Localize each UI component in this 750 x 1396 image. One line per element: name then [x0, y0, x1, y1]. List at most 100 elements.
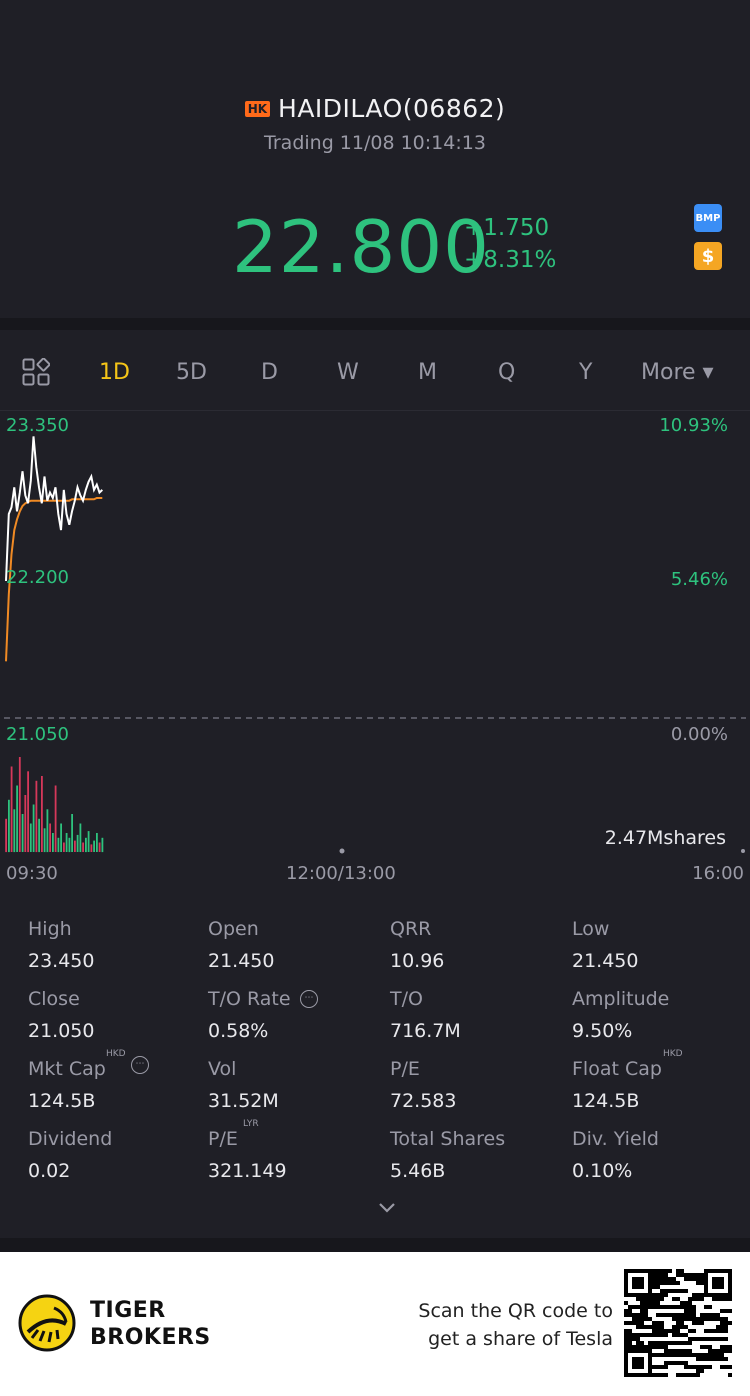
volume-bar — [71, 814, 73, 852]
stat-label-total-shares: Total Shares — [390, 1128, 506, 1150]
tab-m[interactable]: M — [418, 360, 437, 385]
stat-label-to-rate: T/O Rate — [208, 988, 291, 1010]
more-info-icon[interactable]: ⋯ — [300, 990, 318, 1008]
stat-value-open: 21.450 — [208, 950, 275, 972]
y-right-top: 10.93% — [659, 415, 728, 436]
market-badge: HK — [244, 100, 271, 117]
volume-bar — [27, 771, 29, 853]
stat-label-pe-lyr: P/E — [208, 1128, 238, 1150]
dollar-icon-label: $ — [701, 245, 715, 267]
midday-marker — [339, 848, 345, 854]
volume-bar — [65, 833, 68, 852]
bmp-icon[interactable]: BMP — [694, 204, 722, 232]
stat-value-pe: 72.583 — [390, 1090, 457, 1112]
stat-value-pe-lyr: 321.149 — [208, 1160, 287, 1182]
stat-label-to: T/O — [390, 988, 423, 1010]
volume-bar — [21, 814, 24, 852]
stat-value-dividend: 0.02 — [28, 1160, 71, 1182]
x-label-close: 16:00 — [692, 863, 744, 884]
volume-bar — [8, 799, 10, 853]
period-tabs: 1D 5D D W M Q Y More ▾ — [0, 332, 750, 411]
volume-bar — [13, 809, 16, 853]
volume-bar — [29, 823, 32, 852]
last-price: 22.800 — [232, 205, 490, 289]
chevron-down-icon[interactable] — [375, 1200, 399, 1216]
stat-value-high: 23.450 — [28, 950, 95, 972]
stat-value-low: 21.450 — [572, 950, 639, 972]
tab-d[interactable]: D — [261, 360, 278, 385]
volume-bar — [93, 840, 95, 852]
stat-label-div-yield: Div. Yield — [572, 1128, 659, 1150]
volume-bar — [41, 776, 43, 852]
end-marker — [741, 849, 745, 853]
intraday-chart[interactable]: 23.350 22.200 21.050 10.93% 5.46% 0.00% … — [0, 411, 750, 891]
stat-value-to: 716.7M — [390, 1020, 461, 1042]
stat-label-float-cap: Float Cap — [572, 1058, 662, 1080]
tab-1d[interactable]: 1D — [99, 360, 130, 385]
volume-bar — [18, 757, 21, 852]
title-row: HK HAIDILAO(06862) — [0, 94, 750, 123]
stat-value-amplitude: 9.50% — [572, 1020, 633, 1042]
stat-label-dividend: Dividend — [28, 1128, 113, 1150]
volume-bar — [85, 837, 87, 853]
brand-name-line2: BROKERS — [90, 1325, 211, 1350]
volume-bar — [60, 823, 62, 852]
volume-bar — [63, 842, 65, 852]
volume-label: 2.47Mshares — [604, 827, 726, 849]
volume-bar — [52, 833, 54, 852]
volume-bar — [68, 837, 71, 853]
stat-value-float-cap: 124.5B — [572, 1090, 640, 1112]
quote-header: HK HAIDILAO(06862) Trading 11/08 10:14:1… — [0, 0, 750, 318]
stock-title[interactable]: HAIDILAO(06862) — [278, 94, 506, 123]
stat-label-open: Open — [208, 918, 259, 940]
volume-bar — [96, 833, 98, 852]
promo-line1: Scan the QR code to — [418, 1300, 613, 1322]
stat-value-mkt-cap: 124.5B — [28, 1090, 96, 1112]
more-info-icon[interactable]: ⋯ — [131, 1056, 149, 1074]
volume-bar — [79, 823, 82, 852]
price-change: +1.750 — [464, 215, 550, 241]
promo-footer: TIGER BROKERS Scan the QR code to get a … — [0, 1252, 750, 1396]
x-label-open: 09:30 — [6, 863, 58, 884]
float-cap-currency: HKD — [663, 1049, 683, 1059]
stat-value-qrr: 10.96 — [390, 950, 445, 972]
y-left-bottom: 21.050 — [6, 724, 69, 745]
volume-bar — [46, 809, 49, 853]
stat-label-mkt-cap: Mkt Cap — [28, 1058, 106, 1080]
volume-bar — [101, 837, 104, 853]
volume-bar — [10, 766, 13, 852]
volume-bar — [90, 844, 93, 852]
dollar-icon[interactable]: $ — [694, 242, 722, 270]
y-left-top: 23.350 — [6, 415, 69, 436]
stat-label-qrr: QRR — [390, 918, 432, 940]
volume-bar — [38, 818, 40, 853]
y-right-mid: 5.46% — [670, 569, 728, 590]
trading-status: Trading 11/08 10:14:13 — [264, 132, 486, 154]
tab-y[interactable]: Y — [579, 360, 593, 385]
volume-bar — [54, 785, 57, 852]
mkt-cap-currency: HKD — [106, 1049, 126, 1059]
volume-bar — [5, 818, 7, 853]
volume-bar — [87, 831, 90, 852]
price-change-percent: +8.31% — [464, 247, 557, 273]
tab-more[interactable]: More ▾ — [641, 360, 714, 385]
stat-label-pe: P/E — [390, 1058, 420, 1080]
stat-label-low: Low — [572, 918, 610, 940]
qr-code-icon[interactable] — [624, 1269, 732, 1377]
stat-label-vol: Vol — [208, 1058, 237, 1080]
promo-line2: get a share of Tesla — [428, 1328, 613, 1350]
volume-bar — [16, 785, 18, 852]
volume-bar — [98, 842, 101, 852]
stat-value-total-shares: 5.46B — [390, 1160, 446, 1182]
volume-bar — [76, 834, 79, 852]
volume-bar — [74, 840, 76, 852]
tab-5d[interactable]: 5D — [176, 360, 207, 385]
stat-label-amplitude: Amplitude — [572, 988, 670, 1010]
bmp-icon-label: BMP — [695, 212, 721, 224]
tab-q[interactable]: Q — [498, 360, 516, 385]
volume-bars — [5, 757, 104, 853]
brand-name-line1: TIGER — [90, 1298, 166, 1323]
grid-layout-icon[interactable] — [22, 357, 51, 386]
volume-bar — [82, 842, 84, 852]
tab-w[interactable]: W — [337, 360, 359, 385]
